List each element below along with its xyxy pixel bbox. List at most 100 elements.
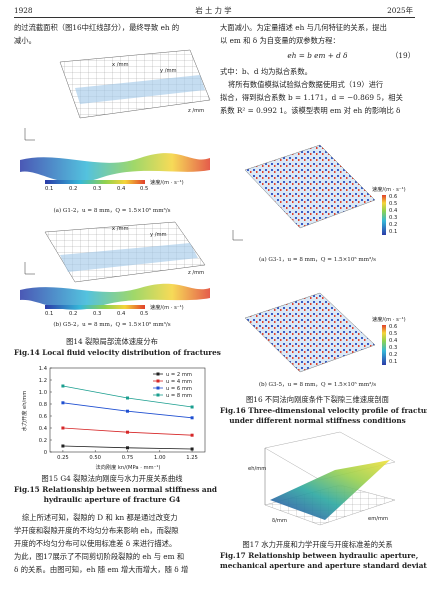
body-line: 拟合，得到拟合系数 b = 1.171，d = −0.869 5，相关 <box>220 93 403 102</box>
point-marker <box>126 446 129 450</box>
y-tick-label: 0.8 <box>39 402 47 408</box>
axis-label: z /mm <box>188 108 204 114</box>
legend-marker <box>156 372 160 376</box>
year: 2025年 <box>387 6 413 15</box>
caption-en: Fig.17 Relationship between hydraulic ap… <box>220 551 419 560</box>
axis-label: em/mm <box>368 516 388 522</box>
caption-en: Fig.14 Local fluid velocity distribution… <box>14 348 221 357</box>
axis-label: δ/mm <box>272 518 287 524</box>
legend-label: u = 4 mm <box>166 379 192 385</box>
y-tick-label: 1.2 <box>39 378 47 384</box>
equation-number: （19） <box>391 51 415 60</box>
colorbar-label: 速度/(m · s⁻¹) <box>372 315 406 323</box>
caption-en: hydraulic aperture of fracture G4 <box>43 495 181 504</box>
equation: eh = b em + d δ <box>287 51 348 60</box>
point-marker <box>126 409 129 413</box>
colorbar-tick: 0.5 <box>140 186 148 192</box>
body-line: 开度的不均匀分布可以使用标准差 δ 来进行描述。 <box>14 539 177 548</box>
colorbar-tick: 0.6 <box>389 324 397 330</box>
colorbar-tick: 0.4 <box>389 338 398 344</box>
fig16a-art <box>232 144 386 241</box>
legend-label: u = 2 mm <box>166 372 192 378</box>
colorbar-tick: 0.4 <box>117 311 126 317</box>
colorbar-tick: 0.5 <box>389 201 397 207</box>
colorbar-tick: 0.2 <box>69 186 77 192</box>
caption-en: under different normal stiffness conditi… <box>229 416 406 425</box>
colorbar-tick: 0.1 <box>45 311 53 317</box>
colorbar-tick: 0.3 <box>389 345 397 351</box>
fig14a-art <box>20 49 211 184</box>
caption-en: mechanical aperture and aperture standar… <box>220 561 427 570</box>
colorbar-tick: 0.4 <box>117 186 126 192</box>
axis-label: eh/mm <box>248 466 266 472</box>
y-tick-label: 1.0 <box>39 390 47 396</box>
body-line: 综上所述可知，裂隙的 D 和 kn 都是通过改变力 <box>22 513 178 522</box>
point-marker <box>190 433 194 437</box>
body-line: 为此，图17展示了不同剪切阶段裂隙的 eh 与 em 和 <box>14 552 185 561</box>
axis-label: y /mm <box>150 232 167 238</box>
caption-en: Fig.16 Three-dimensional velocity profil… <box>220 406 427 415</box>
colorbar-tick: 0.3 <box>389 215 397 221</box>
fig14b-art <box>20 221 210 310</box>
point-marker <box>61 401 65 405</box>
colorbar-tick: 0.1 <box>389 229 397 235</box>
colorbar-tick: 0.3 <box>93 311 101 317</box>
caption-cn: 图14 裂隙局部流体速度分布 <box>66 337 158 346</box>
y-tick-label: 0.2 <box>39 438 47 444</box>
point-marker <box>190 405 194 409</box>
body-line: 式中：b、d 均为拟合系数。 <box>220 67 312 76</box>
y-tick-label: 0 <box>44 450 47 456</box>
axis-label: z /mm <box>188 270 204 276</box>
axis-label: x /mm <box>112 62 129 68</box>
x-tick-label: 0.75 <box>122 455 134 461</box>
axis-label: x /mm <box>112 226 129 232</box>
legend-label: u = 6 mm <box>166 386 192 392</box>
body-line: 以 em 和 δ 为自变量的双参数方程： <box>220 36 340 45</box>
point-marker <box>61 426 65 430</box>
colorbar-tick: 0.3 <box>93 186 101 192</box>
subcaption: (b) G3-5，u = 8 mm，Q = 1.5×10⁵ mm³/s <box>258 382 377 388</box>
subcaption: (a) G3-1，u = 8 mm，Q = 1.5×10⁵ mm³/s <box>258 257 377 263</box>
x-axis-label: 法向刚度 kn/(MPa · mm⁻¹) <box>96 463 161 471</box>
body-line: δ 的关系。由图可知，eh 随 em 增大而增大，随 δ 增 <box>14 565 189 574</box>
x-tick-label: 1.25 <box>186 455 198 461</box>
fig16b-art <box>244 292 386 373</box>
x-tick-label: 0.25 <box>57 455 69 461</box>
page-number: 1928 <box>14 6 33 15</box>
colorbar-label: 速度/(m · s⁻¹) <box>150 303 184 311</box>
point-marker <box>61 384 65 388</box>
point-marker <box>190 447 194 451</box>
caption-en: Fig.15 Relationship between normal stiff… <box>14 485 218 494</box>
body-line: 的过流截面积（图16中红线部分），最终导致 eh 的 <box>14 23 180 32</box>
colorbar-tick: 0.2 <box>389 222 397 228</box>
body-line: 大面减小。为定量描述 eh 与几何特征的关系，提出 <box>220 23 387 32</box>
point-marker <box>126 430 129 434</box>
legend-marker <box>156 393 160 397</box>
journal-name: 岩 土 力 学 <box>195 6 232 15</box>
caption-cn: 图17 水力开度和力学开度与开度标准差的关系 <box>242 540 393 549</box>
body-line: 学开度和裂隙开度的不均匀分布来影响 eh，而裂隙 <box>14 526 179 535</box>
point-marker <box>126 396 129 400</box>
legend-label: u = 8 mm <box>166 393 192 399</box>
colorbar-tick: 0.5 <box>140 311 148 317</box>
header-rule <box>14 17 415 18</box>
y-axis-label: 水力开度 eh/mm <box>20 391 28 432</box>
body-line: 减小。 <box>14 36 36 45</box>
colorbar-tick: 0.2 <box>69 311 77 317</box>
colorbar-tick: 0.4 <box>389 208 398 214</box>
x-tick-label: 0.50 <box>89 455 101 461</box>
point-marker <box>190 416 194 420</box>
colorbar-label: 速度/(m · s⁻¹) <box>372 185 406 193</box>
caption-cn: 图15 G4 裂隙法向刚度与水力开度关系曲线 <box>41 474 183 483</box>
body-line: 系数 R² = 0.992 1。该模型表明 em 对 eh 的影响比 δ <box>220 106 401 115</box>
legend-marker <box>156 379 160 383</box>
colorbar-tick: 0.5 <box>389 331 397 337</box>
fig17-art <box>264 431 396 526</box>
axis-label: y /mm <box>160 68 177 74</box>
colorbar-tick: 0.1 <box>45 186 53 192</box>
colorbar-tick: 0.6 <box>389 194 397 200</box>
subcaption: (a) G1-2，u = 8 mm，Q = 1.5×10⁵ mm³/s <box>53 208 171 214</box>
